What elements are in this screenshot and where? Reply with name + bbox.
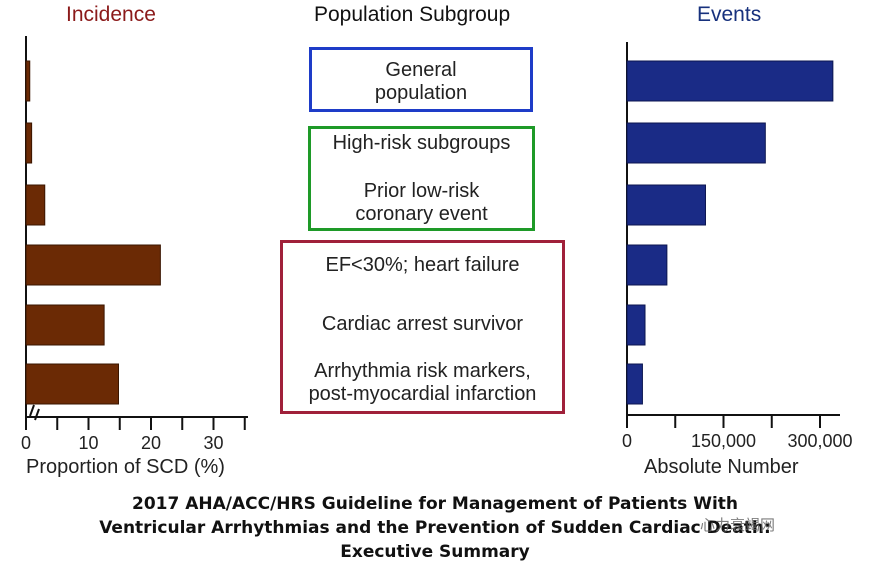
- high-risk-conditions-box: EF<30%; heart failure Cardiac arrest sur…: [280, 240, 565, 414]
- post-mi-label: post-myocardial infarction: [308, 383, 537, 405]
- guideline-caption: 2017 AHA/ACC/HRS Guideline for Managemen…: [0, 492, 870, 564]
- caption-line-2: Ventricular Arrhythmias and the Preventi…: [99, 518, 771, 538]
- cardiac-arrest-survivor-label: Cardiac arrest survivor: [321, 313, 524, 335]
- events-bar: [626, 363, 643, 405]
- incidence-tick-label: 20: [141, 433, 161, 453]
- general-population-box: General population: [309, 47, 533, 112]
- incidence-tick-label: 10: [78, 433, 98, 453]
- coronary-event-label: coronary event: [355, 203, 488, 225]
- population-subgroup-header: Population Subgroup: [314, 3, 511, 26]
- incidence-bar: [25, 363, 119, 405]
- general-population-label-1: General: [385, 59, 457, 81]
- events-bar: [626, 304, 646, 346]
- prior-low-risk-label: Prior low-risk: [363, 180, 480, 202]
- incidence-tick-label: 30: [203, 433, 223, 453]
- events-tick-label: 0: [622, 431, 632, 451]
- watermark: 心力衰竭网: [700, 517, 776, 534]
- caption-line-3: Executive Summary: [340, 542, 530, 562]
- events-header: Events: [697, 3, 762, 26]
- high-risk-subgroups-box: High-risk subgroups Prior low-risk coron…: [308, 126, 535, 231]
- incidence-x-axis-title: Proportion of SCD (%): [26, 456, 225, 478]
- events-tick-label: 300,000: [787, 431, 852, 451]
- chart-canvas: 0 10 20 30 0 150,000 300,000: [21, 36, 853, 453]
- incidence-chart: 0 10 20 30: [21, 36, 248, 453]
- incidence-bar: [25, 122, 33, 164]
- high-risk-subgroups-label: High-risk subgroups: [332, 132, 511, 154]
- events-bar: [626, 122, 766, 164]
- incidence-bar: [25, 60, 31, 102]
- events-x-axis-title: Absolute Number: [644, 456, 799, 478]
- arrhythmia-risk-markers-label: Arrhythmia risk markers,: [314, 360, 531, 382]
- incidence-header: Incidence: [66, 3, 156, 26]
- incidence-tick-label: 0: [21, 433, 31, 453]
- incidence-bar: [25, 304, 105, 346]
- axis-break-icon: [29, 404, 40, 421]
- events-bar: [626, 184, 706, 226]
- events-tick-label: 150,000: [691, 431, 756, 451]
- incidence-bar: [25, 244, 161, 286]
- ef-heart-failure-label: EF<30%; heart failure: [325, 254, 520, 276]
- events-bar: [626, 60, 834, 102]
- incidence-bar: [25, 184, 46, 226]
- general-population-label-2: population: [374, 82, 468, 104]
- events-bar: [626, 244, 668, 286]
- caption-line-1: 2017 AHA/ACC/HRS Guideline for Managemen…: [131, 494, 739, 514]
- events-chart: 0 150,000 300,000: [622, 42, 853, 451]
